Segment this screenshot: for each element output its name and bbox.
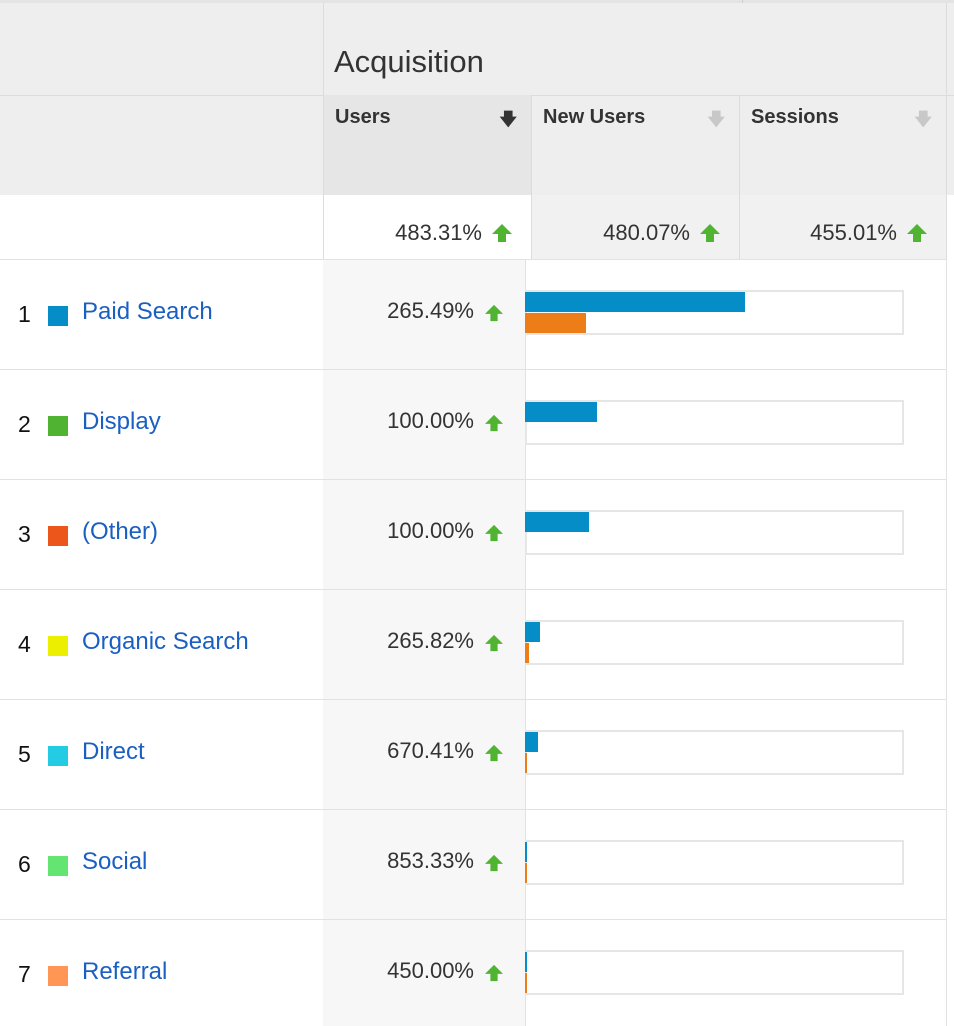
total-users-value: 483.31% <box>395 220 482 245</box>
total-new-users-value: 480.07% <box>603 220 690 245</box>
sort-desc-icon[interactable]: 🡇 <box>914 110 932 129</box>
up-arrow-icon <box>485 744 503 762</box>
bar-previous-period <box>525 313 586 333</box>
channel-link[interactable]: Paid Search <box>82 298 213 325</box>
users-change-value: 853.33% <box>387 848 474 873</box>
channel-color-swatch <box>48 746 68 766</box>
header-divider <box>739 95 740 195</box>
users-change-value: 670.41% <box>387 738 474 763</box>
column-header-label: New Users <box>543 106 646 128</box>
bar-current-period <box>525 402 597 422</box>
channel-link[interactable]: (Other) <box>82 518 159 545</box>
total-users-cell: 483.31% <box>324 195 531 259</box>
bar-previous-period <box>525 753 527 773</box>
column-header-users[interactable]: Users 🡇 <box>324 95 531 195</box>
total-sessions-cell: 455.01% <box>740 195 946 259</box>
body-divider <box>946 259 947 1026</box>
row-separator <box>0 369 946 370</box>
totals-divider <box>739 195 740 259</box>
channel-color-swatch <box>48 306 68 326</box>
sort-desc-icon[interactable]: 🡇 <box>499 110 517 129</box>
header-top-tick <box>742 0 743 3</box>
column-header-sessions[interactable]: Sessions 🡇 <box>740 95 946 195</box>
up-arrow-icon <box>485 524 503 542</box>
total-sessions-value: 455.01% <box>810 220 897 245</box>
channel-link[interactable]: Social <box>82 848 148 875</box>
up-arrow-icon <box>485 854 503 872</box>
row-rank: 1 <box>18 301 31 327</box>
bar-current-period <box>525 952 527 972</box>
up-arrow-icon <box>700 224 720 242</box>
users-change-value: 100.00% <box>387 518 474 543</box>
up-arrow-icon <box>485 414 503 432</box>
channel-link[interactable]: Referral <box>82 958 168 985</box>
channel-color-swatch <box>48 966 68 986</box>
row-separator <box>0 589 946 590</box>
bar-current-period <box>525 292 745 312</box>
column-header-new-users[interactable]: New Users 🡇 <box>532 95 739 195</box>
totals-divider <box>946 195 947 259</box>
totals-label-cell <box>0 195 323 259</box>
channel-link[interactable]: Organic Search <box>82 628 249 655</box>
comparison-bar-frame <box>525 950 904 995</box>
bar-previous-period <box>525 643 529 663</box>
channel-color-swatch <box>48 856 68 876</box>
row-rank: 2 <box>18 411 31 437</box>
up-arrow-icon <box>492 224 512 242</box>
comparison-bar-frame <box>525 730 904 775</box>
up-arrow-icon <box>485 304 503 322</box>
row-separator <box>0 259 946 260</box>
comparison-bar-frame <box>525 840 904 885</box>
row-separator <box>0 809 946 810</box>
up-arrow-icon <box>485 634 503 652</box>
row-rank: 7 <box>18 961 31 987</box>
channel-link[interactable]: Direct <box>82 738 145 765</box>
channel-color-swatch <box>48 636 68 656</box>
column-header-label: Sessions <box>751 106 839 128</box>
row-rank: 6 <box>18 851 31 877</box>
bar-previous-period <box>525 973 527 993</box>
header-top-border <box>0 0 954 3</box>
header-divider <box>946 3 947 195</box>
totals-divider <box>531 195 532 259</box>
header-divider <box>531 95 532 195</box>
row-rank: 5 <box>18 741 31 767</box>
acquisition-group-title: Acquisition <box>334 44 484 79</box>
bar-current-period <box>525 512 589 532</box>
up-arrow-icon <box>485 964 503 982</box>
header-divider <box>323 3 324 259</box>
column-header-label: Users <box>335 106 391 128</box>
bar-current-period <box>525 622 540 642</box>
users-change-value: 100.00% <box>387 408 474 433</box>
row-separator <box>0 919 946 920</box>
users-change-value: 265.82% <box>387 628 474 653</box>
bar-current-period <box>525 732 538 752</box>
channel-link[interactable]: Display <box>82 408 161 435</box>
total-new-users-cell: 480.07% <box>532 195 739 259</box>
bar-previous-period <box>525 863 527 883</box>
row-separator <box>0 699 946 700</box>
bar-current-period <box>525 842 527 862</box>
channel-color-swatch <box>48 416 68 436</box>
up-arrow-icon <box>907 224 927 242</box>
row-rank: 4 <box>18 631 31 657</box>
row-rank: 3 <box>18 521 31 547</box>
users-change-value: 450.00% <box>387 958 474 983</box>
comparison-bar-frame <box>525 620 904 665</box>
row-separator <box>0 479 946 480</box>
sort-desc-icon[interactable]: 🡇 <box>707 110 725 129</box>
channel-color-swatch <box>48 526 68 546</box>
users-change-value: 265.49% <box>387 298 474 323</box>
